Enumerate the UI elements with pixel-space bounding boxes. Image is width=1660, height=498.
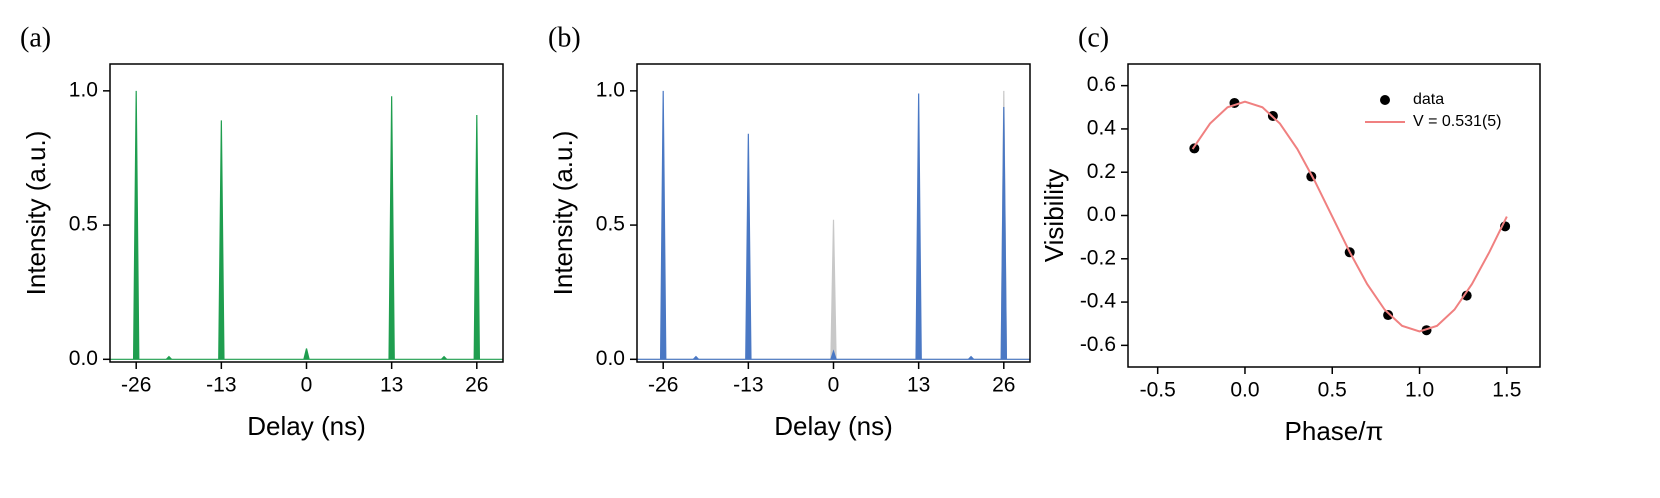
y-axis-label: Intensity (a.u.) — [21, 131, 51, 296]
y-axis-label: Visibility — [1039, 169, 1069, 262]
x-tick-label: 26 — [992, 374, 1015, 397]
panel-label: (c) — [1078, 22, 1109, 53]
x-tick-label: -26 — [121, 374, 151, 397]
x-tick-label: -13 — [206, 374, 236, 397]
panel-label: (a) — [20, 22, 51, 53]
panel-label: (b) — [548, 22, 581, 53]
x-tick-label: 13 — [380, 374, 403, 397]
x-tick-label: -13 — [733, 374, 763, 397]
y-tick-label: 0.0 — [69, 347, 98, 370]
legend-label: V = 0.531(5) — [1413, 113, 1502, 130]
y-tick-label: -0.4 — [1080, 290, 1117, 313]
x-tick-label: 0.0 — [1230, 379, 1259, 402]
x-tick-label: 0 — [301, 374, 313, 397]
fit-line — [1191, 100, 1508, 333]
x-axis-label: Delay (ns) — [247, 411, 365, 441]
intensity-area — [637, 90, 1030, 360]
data-point — [1461, 290, 1472, 301]
data-point — [1189, 143, 1200, 154]
legend-marker — [1380, 95, 1390, 105]
y-tick-label: 0.2 — [1087, 160, 1116, 183]
x-tick-label: 13 — [907, 374, 930, 397]
plot-frame — [109, 63, 504, 363]
x-tick-label: 1.0 — [1405, 379, 1434, 402]
plot-frame — [636, 63, 1031, 363]
legend-label: data — [1413, 91, 1444, 108]
y-tick-label: 1.0 — [596, 78, 625, 101]
y-tick-label: 0.6 — [1087, 73, 1116, 96]
x-tick-label: 0 — [828, 374, 840, 397]
y-tick-label: -0.6 — [1080, 333, 1116, 356]
x-axis-label: Phase/π — [1285, 416, 1384, 446]
intensity-area — [110, 90, 503, 360]
y-tick-label: 0.4 — [1087, 116, 1117, 139]
y-tick-label: 0.5 — [596, 213, 625, 236]
x-tick-label: 1.5 — [1492, 379, 1521, 402]
intensity-area — [637, 90, 1030, 360]
y-axis-label: Intensity (a.u.) — [548, 131, 578, 296]
data-point — [1383, 310, 1394, 321]
y-tick-label: 0.0 — [596, 347, 625, 370]
y-tick-label: 0.5 — [69, 213, 98, 236]
y-tick-label: 0.0 — [1087, 203, 1116, 226]
x-tick-label: -26 — [648, 374, 678, 397]
y-tick-label: -0.2 — [1080, 246, 1116, 269]
y-tick-label: 1.0 — [69, 78, 98, 101]
plot-frame — [1127, 63, 1541, 368]
x-axis-label: Delay (ns) — [774, 411, 892, 441]
x-tick-label: 0.5 — [1318, 379, 1347, 402]
x-tick-label: -0.5 — [1140, 379, 1176, 402]
x-tick-label: 26 — [465, 374, 488, 397]
